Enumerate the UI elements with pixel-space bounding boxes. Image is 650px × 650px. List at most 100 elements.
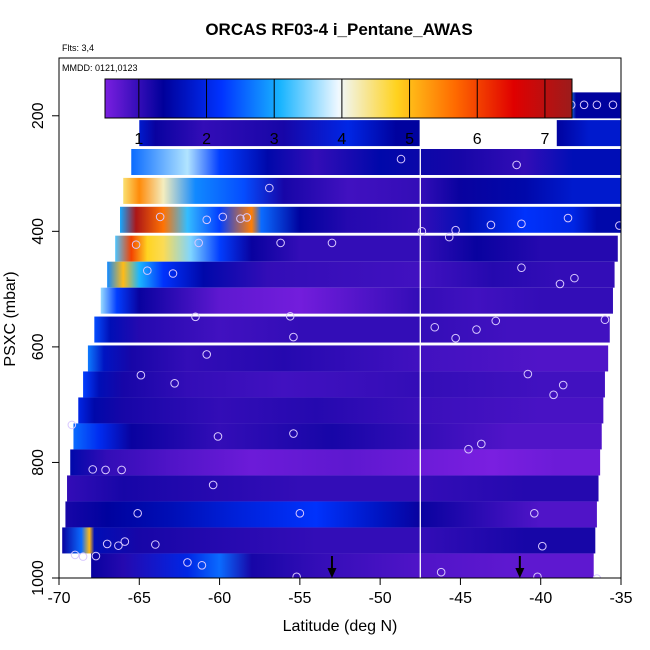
sample-point [170,378,179,388]
sample-point [155,212,165,222]
y-tick-label: 600 [30,333,47,360]
sample-point [194,238,203,248]
sample-point [555,279,565,289]
sample-point [477,439,486,449]
sample-point [131,240,141,249]
sample-point [183,558,192,567]
x-tick-label: -70 [47,590,70,607]
sample-point [464,444,473,454]
data-band [120,206,621,233]
sample-point [600,315,610,325]
sample-point [117,465,126,475]
sample-point [563,213,573,223]
sample-point [417,227,427,236]
sample-point [444,232,454,242]
y-tick-label: 800 [30,449,47,476]
arrow-head [515,568,525,578]
sample-point [517,263,526,273]
axes: -70 -65 -60 -55 -50 -45 -40 -35 200 400 600 800 1000 [30,57,633,607]
y-tick-label: 1000 [30,560,47,596]
plot-area [62,92,621,578]
sample-point [538,541,547,551]
sample-point [285,311,295,321]
sample-point [558,380,568,390]
sample-point [151,540,160,549]
data-band [87,345,609,372]
data-band [123,177,621,204]
data-band [65,501,597,528]
sample-point [143,266,152,275]
sample-point [533,572,542,578]
sample-point [592,574,602,578]
colorbar-tick-label: 1 [134,131,143,148]
sample-point [67,420,77,430]
sample-point [523,369,533,379]
data-band [131,149,621,175]
sample-point [114,541,123,550]
sample-point [202,350,212,359]
sample-point [102,539,112,549]
sample-point [549,390,558,400]
sample-point [168,269,178,278]
sample-point [327,238,337,248]
y-tick-label: 200 [30,102,47,129]
data-band [94,316,610,343]
colorbar-tick-label: 7 [540,131,549,148]
x-tick-label: -45 [449,590,472,607]
date-note: MMDD: 0121,0123 [62,63,138,73]
sample-point [491,316,501,326]
data-band [115,235,618,262]
sample-point [202,215,212,225]
x-tick-label: -55 [288,590,311,607]
sample-point [529,508,539,518]
sample-point [396,154,406,164]
sample-point [436,567,446,577]
data-band [107,261,615,288]
sample-point [101,465,110,475]
x-tick-label: -40 [529,590,552,607]
sample-point [289,332,298,342]
sample-point [91,551,101,561]
sample-point [615,221,621,230]
sample-point [208,480,218,490]
colorbar-tick-label: 6 [473,131,482,148]
plot-frame [58,57,622,579]
sample-point [608,100,618,110]
data-band [83,371,605,398]
colorbar-gradient [104,78,573,119]
sample-point [579,100,589,110]
colorbar-tick-label: 2 [202,131,211,148]
y-axis-label: PSXC (mbar) [2,271,19,366]
data-band [67,475,599,502]
sample-point [295,508,305,518]
sample-point [218,212,228,222]
colorbar-tick-label: 5 [405,131,414,148]
sample-point [197,560,207,570]
sample-point [451,225,460,235]
sample-point [213,432,223,441]
sample-point [70,550,80,560]
flights-note: Flts: 3,4 [62,43,94,53]
sample-point [133,508,142,518]
sample-point [570,273,579,283]
x-axis-label: Latitude (deg N) [283,618,398,635]
arrow-head [327,568,337,578]
colorbar-tick-label: 3 [270,131,279,148]
data-band [91,553,594,578]
sample-point [78,552,88,561]
sample-point [191,312,200,322]
data-band [556,120,621,147]
sample-point [236,214,245,223]
sample-point [136,370,146,380]
chart-title: ORCAS RF03-4 i_Pentane_AWAS [205,20,472,39]
sample-point [242,213,252,222]
sample-point [430,322,440,332]
data-band [100,287,613,314]
colorbar-tick-label: 4 [337,131,346,148]
x-tick-label: -65 [128,590,151,607]
data-band [139,120,421,147]
sample-point [592,100,602,110]
x-tick-label: -35 [609,590,632,607]
colorbar: 1 2 3 4 5 6 7 [104,78,573,148]
